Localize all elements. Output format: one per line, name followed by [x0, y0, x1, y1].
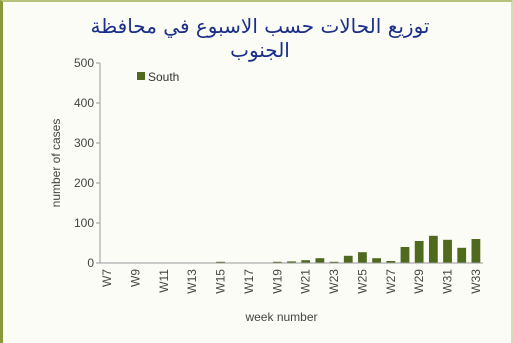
bar-w24: [343, 255, 353, 263]
bar-w23: [329, 261, 339, 263]
bar-w19: [272, 261, 282, 263]
x-tick-label: W19: [270, 269, 284, 294]
bar-w30: [428, 235, 438, 263]
y-tick-label: 0: [87, 256, 94, 270]
chart-title: توزيع الحالات حسب الاسبوع في محافظة الجن…: [90, 14, 430, 62]
bar-w25: [358, 252, 367, 263]
y-axis-label: number of cases: [49, 119, 63, 208]
y-tick-label: 200: [74, 176, 94, 190]
x-tick-label: W31: [441, 269, 455, 294]
bar-w21: [301, 260, 311, 263]
bar-w31: [443, 239, 452, 263]
x-tick-label: W9: [128, 269, 142, 287]
y-tick-label: 300: [74, 136, 94, 150]
bar-w32: [457, 247, 467, 263]
y-tick-label: 100: [74, 216, 94, 230]
bar-w22: [315, 258, 325, 263]
x-tick-label: W25: [355, 269, 369, 294]
bar-w27: [386, 261, 396, 263]
x-tick-label: W33: [469, 269, 483, 294]
x-tick-label: W15: [214, 269, 228, 294]
bar-w29: [414, 241, 424, 263]
y-tick-label: 400: [74, 96, 94, 110]
bar-w26: [372, 258, 382, 263]
x-tick-label: W27: [384, 269, 398, 294]
bar-w15: [216, 261, 225, 263]
bar-w20: [287, 261, 296, 263]
x-tick-label: W21: [299, 269, 313, 294]
x-tick-label: W11: [157, 269, 171, 293]
x-tick-label: W29: [412, 269, 426, 294]
x-tick-label: W17: [242, 269, 256, 294]
y-tick-label: 500: [74, 56, 94, 70]
legend-label-south: South: [148, 70, 179, 84]
legend-swatch-south: [137, 72, 145, 80]
bar-w28: [400, 247, 410, 263]
x-tick-label: W23: [327, 269, 341, 294]
x-axis-label: week number: [244, 310, 317, 324]
x-tick-label: W7: [100, 269, 114, 287]
x-tick-label: W13: [185, 269, 199, 294]
bar-w33: [471, 239, 481, 263]
